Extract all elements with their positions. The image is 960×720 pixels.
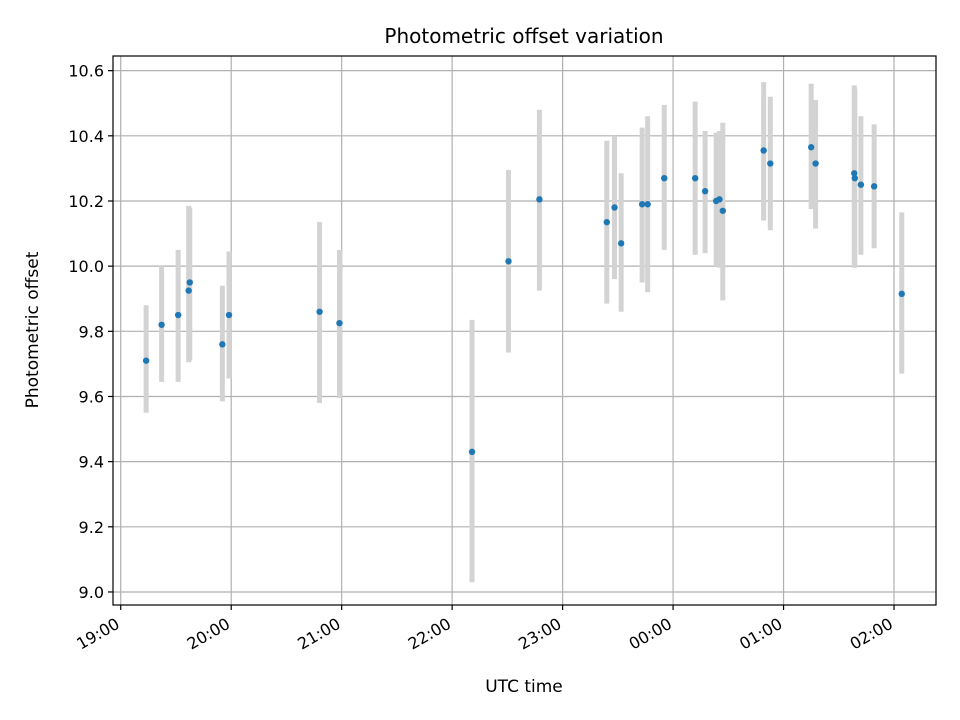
x-tick-label: 00:00 xyxy=(626,614,675,654)
x-tick-label: 21:00 xyxy=(294,614,343,654)
y-tick-label: 10.2 xyxy=(68,192,104,211)
data-point xyxy=(691,174,699,182)
data-point xyxy=(225,311,233,319)
data-point xyxy=(536,196,543,203)
data-point xyxy=(812,160,819,167)
y-tick-label: 9.8 xyxy=(79,322,104,341)
data-point xyxy=(617,240,625,247)
x-axis: 19:00 20:00 21:00 22:00 23:00 00:00 01:00 02:00 xyxy=(73,605,896,654)
data-point xyxy=(316,308,323,315)
y-tick-label: 9.6 xyxy=(79,387,104,406)
data-point xyxy=(851,170,858,177)
data-point xyxy=(505,258,512,265)
data-point xyxy=(760,147,767,154)
data-point xyxy=(468,448,476,456)
data-point xyxy=(644,201,651,208)
y-tick-label: 10.4 xyxy=(68,127,104,146)
data-point xyxy=(611,204,618,211)
data-point xyxy=(807,144,815,151)
y-axis-label: Photometric offset xyxy=(23,251,43,408)
y-tick-label: 9.4 xyxy=(79,453,104,472)
data-point xyxy=(716,196,723,203)
data-point xyxy=(336,319,343,327)
data-point xyxy=(186,279,193,286)
chart-title: Photometric offset variation xyxy=(384,24,663,48)
data-point xyxy=(185,287,192,294)
data-point xyxy=(638,201,646,208)
data-point xyxy=(661,174,668,182)
y-tick-label: 10.6 xyxy=(68,62,104,81)
data-point xyxy=(701,188,709,195)
x-axis-label: UTC time xyxy=(485,677,563,697)
data-point xyxy=(158,321,165,328)
error-bars xyxy=(143,82,905,583)
grid-lines xyxy=(113,56,936,605)
y-tick-label: 9.2 xyxy=(79,518,104,537)
data-point xyxy=(767,160,774,167)
data-point xyxy=(851,174,859,182)
data-point xyxy=(142,357,150,364)
y-axis: 9.0 9.2 9.4 9.6 9.8 10.0 10.2 10.4 10.6 xyxy=(68,62,113,602)
data-points xyxy=(142,144,905,456)
data-point xyxy=(870,183,878,190)
x-tick-label: 20:00 xyxy=(184,614,233,654)
x-tick-label: 19:00 xyxy=(73,614,122,654)
data-point xyxy=(219,341,226,348)
x-tick-label: 02:00 xyxy=(847,614,896,654)
y-tick-label: 10.0 xyxy=(68,257,104,276)
data-point xyxy=(174,311,182,319)
y-tick-label: 9.0 xyxy=(79,583,104,602)
data-point xyxy=(603,218,610,226)
x-tick-label: 01:00 xyxy=(736,614,785,654)
data-point xyxy=(719,207,726,214)
x-tick-label: 23:00 xyxy=(515,614,564,654)
data-point xyxy=(857,181,865,188)
data-point xyxy=(898,290,905,298)
x-tick-label: 22:00 xyxy=(405,614,454,654)
plot-frame xyxy=(112,55,937,606)
